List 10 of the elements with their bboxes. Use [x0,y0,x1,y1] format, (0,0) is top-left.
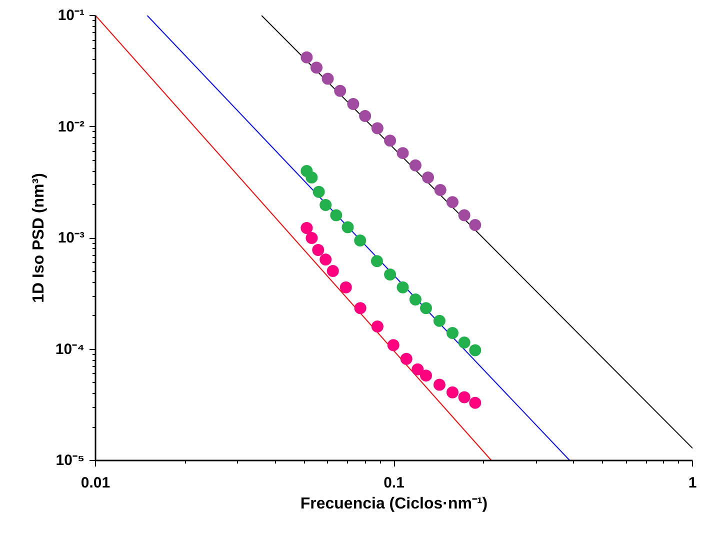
x-axis-title: Frecuencia (Ciclos·nm⁻¹) [300,496,488,512]
y-tick-label: 10⁻⁴ [55,340,85,358]
x-tick-label: 1 [688,474,697,492]
y-tick-label: 10⁻⁵ [56,452,85,469]
x-tick-label: 0.1 [384,474,404,492]
y-tick-label: 10⁻³ [58,230,85,246]
y-tick-label: 10⁻¹ [58,7,85,24]
y-axis-title: 1D Iso PSD (nm³) [30,173,48,303]
y-tick-label: 10⁻² [58,118,85,136]
x-tick-label: 0.01 [80,474,110,492]
